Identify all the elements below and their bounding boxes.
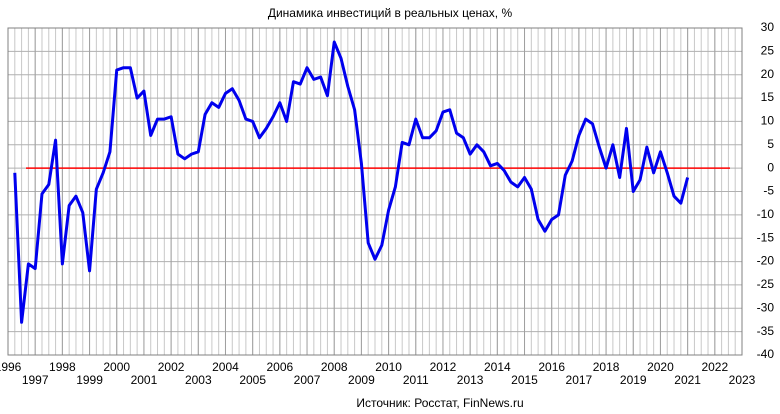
x-tick-label: 2014 xyxy=(484,360,511,374)
y-tick-label: -30 xyxy=(757,300,775,314)
x-tick-label: 2008 xyxy=(321,360,348,374)
y-tick-label: -40 xyxy=(757,347,775,361)
x-tick-label: 1996 xyxy=(0,360,22,374)
x-tick-label: 2007 xyxy=(294,373,321,387)
y-tick-label: -25 xyxy=(757,277,775,291)
x-tick-label: 2020 xyxy=(647,360,674,374)
x-tick-label: 2005 xyxy=(239,373,266,387)
chart-title: Динамика инвестиций в реальных ценах, % xyxy=(268,6,513,20)
y-tick-label: -10 xyxy=(757,207,775,221)
x-tick-label: 2003 xyxy=(185,373,212,387)
y-tick-label: -5 xyxy=(763,184,774,198)
data-line xyxy=(13,40,690,324)
x-tick-label: 2019 xyxy=(620,373,647,387)
x-tick-label: 2004 xyxy=(212,360,239,374)
x-tick-label: 2021 xyxy=(674,373,701,387)
x-tick-label: 2002 xyxy=(158,360,185,374)
x-tick-label: 1997 xyxy=(22,373,49,387)
y-tick-label: 25 xyxy=(761,44,775,58)
x-tick-label: 2001 xyxy=(131,373,158,387)
x-tick-label: 2000 xyxy=(103,360,130,374)
x-tick-label: 1998 xyxy=(49,360,76,374)
y-tick-label: 0 xyxy=(767,160,774,174)
x-tick-label: 2022 xyxy=(701,360,728,374)
x-tick-label: 2009 xyxy=(348,373,375,387)
y-tick-label: 10 xyxy=(761,114,775,128)
x-tick-label: 2010 xyxy=(375,360,402,374)
x-tick-label: 2016 xyxy=(538,360,565,374)
x-tick-label: 2012 xyxy=(430,360,457,374)
y-tick-label: 20 xyxy=(761,67,775,81)
y-tick-label: -35 xyxy=(757,324,775,338)
x-tick-label: 2006 xyxy=(267,360,294,374)
x-tick-label: 2018 xyxy=(593,360,620,374)
x-tick-label: 2013 xyxy=(457,373,484,387)
x-tick-label: 2017 xyxy=(566,373,593,387)
y-tick-label: 15 xyxy=(761,90,775,104)
source: Источник: Росстат, FinNews.ru xyxy=(356,396,523,410)
y-tick-label: -20 xyxy=(757,254,775,268)
x-tick-label: 1999 xyxy=(76,373,103,387)
x-tick-label: 2023 xyxy=(729,373,756,387)
y-tick-label: -15 xyxy=(757,230,775,244)
y-tick-label: 30 xyxy=(761,20,775,34)
plot-frame xyxy=(7,27,743,356)
y-tick-label: 5 xyxy=(767,137,774,151)
x-tick-label: 2015 xyxy=(511,373,538,387)
x-tick-label: 2011 xyxy=(403,373,429,387)
